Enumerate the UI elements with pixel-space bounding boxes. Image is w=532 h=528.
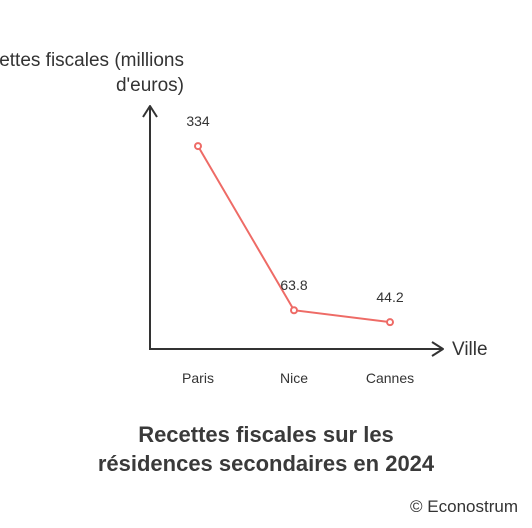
x-tick-label-cannes: Cannes xyxy=(366,370,414,386)
y-axis-label-line-2: d'euros) xyxy=(116,75,184,96)
chart-title: Recettes fiscales sur les résidences sec… xyxy=(0,420,532,478)
y-axis-label-line-1: Recettes fiscales (millions xyxy=(0,50,184,71)
chart-title-line-1: Recettes fiscales sur les xyxy=(138,422,394,447)
x-axis-label: Ville xyxy=(452,339,488,360)
data-label-cannes: 44.2 xyxy=(376,289,403,305)
series-line xyxy=(197,145,391,324)
data-point-paris xyxy=(194,142,202,151)
x-axis-arrow xyxy=(431,341,444,357)
data-label-nice: 63.8 xyxy=(280,277,307,293)
data-point-cannes xyxy=(386,318,394,327)
data-label-paris: 334 xyxy=(186,113,210,129)
x-tick-label-paris: Paris xyxy=(182,370,214,386)
data-point-nice xyxy=(290,306,298,315)
y-axis-arrow xyxy=(142,105,158,118)
chart-title-line-2: résidences secondaires en 2024 xyxy=(97,451,435,476)
credit-text: © Econostrum xyxy=(410,497,518,516)
x-tick-label-nice: Nice xyxy=(280,370,308,386)
